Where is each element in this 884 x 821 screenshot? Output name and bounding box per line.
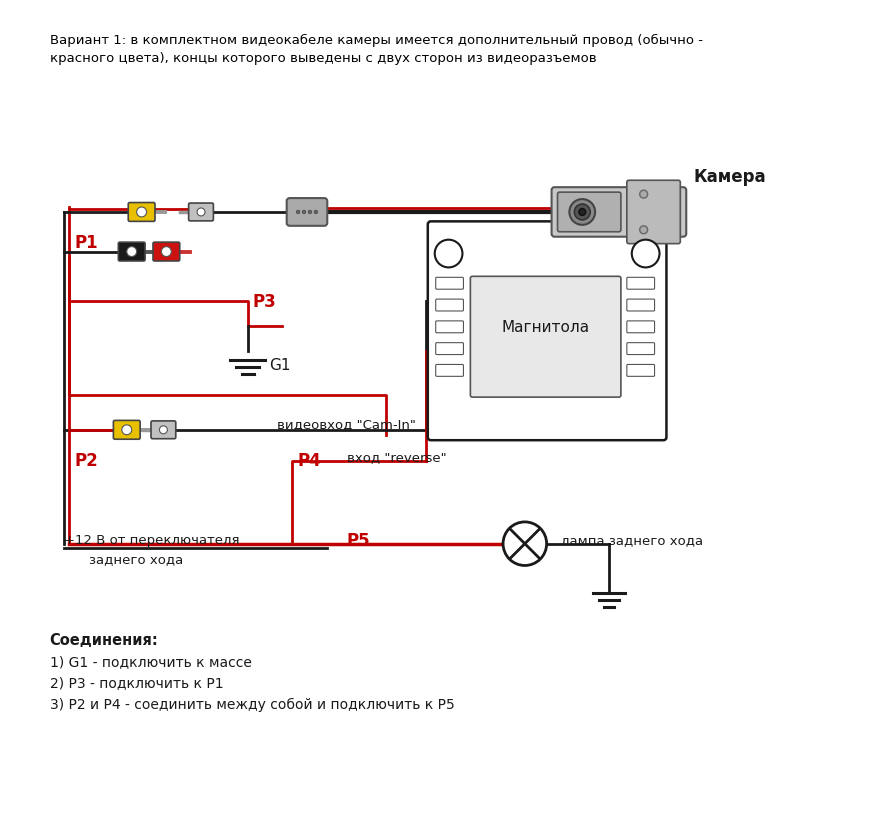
FancyBboxPatch shape — [627, 299, 654, 311]
FancyBboxPatch shape — [153, 242, 179, 261]
FancyBboxPatch shape — [151, 421, 176, 438]
Text: P3: P3 — [253, 293, 277, 311]
Circle shape — [309, 210, 312, 213]
FancyBboxPatch shape — [113, 420, 141, 439]
Circle shape — [137, 207, 147, 217]
Text: вход "reverse": вход "reverse" — [347, 452, 446, 465]
FancyBboxPatch shape — [118, 242, 145, 261]
FancyBboxPatch shape — [436, 321, 463, 333]
FancyBboxPatch shape — [627, 321, 654, 333]
Circle shape — [162, 246, 171, 256]
FancyBboxPatch shape — [286, 198, 327, 226]
Text: Соединения:: Соединения: — [50, 633, 158, 648]
FancyBboxPatch shape — [436, 342, 463, 355]
Text: Магнитола: Магнитола — [501, 320, 590, 335]
FancyBboxPatch shape — [627, 277, 654, 289]
FancyBboxPatch shape — [436, 277, 463, 289]
FancyBboxPatch shape — [128, 203, 155, 222]
Circle shape — [314, 210, 317, 213]
Circle shape — [122, 424, 132, 435]
Circle shape — [579, 209, 586, 215]
Circle shape — [302, 210, 306, 213]
Circle shape — [640, 190, 648, 198]
Circle shape — [575, 204, 591, 220]
Text: заднего хода: заднего хода — [89, 553, 183, 566]
FancyBboxPatch shape — [428, 222, 667, 440]
Circle shape — [296, 210, 300, 213]
Circle shape — [569, 199, 595, 225]
FancyBboxPatch shape — [552, 187, 686, 236]
Text: P4: P4 — [297, 452, 321, 470]
FancyBboxPatch shape — [627, 181, 681, 244]
Text: P1: P1 — [74, 234, 98, 252]
Text: Камера: Камера — [693, 168, 766, 186]
FancyBboxPatch shape — [470, 277, 621, 397]
Circle shape — [632, 240, 659, 268]
Text: P2: P2 — [74, 452, 98, 470]
Text: G1: G1 — [270, 358, 291, 373]
FancyBboxPatch shape — [627, 365, 654, 376]
Text: +12 В от переключателя: +12 В от переключателя — [65, 534, 240, 547]
Text: лампа заднего хода: лампа заднего хода — [561, 534, 704, 547]
Circle shape — [435, 240, 462, 268]
FancyBboxPatch shape — [436, 365, 463, 376]
FancyBboxPatch shape — [188, 203, 213, 221]
Circle shape — [197, 208, 205, 216]
Circle shape — [503, 522, 546, 566]
Text: видеовход "Cam-In": видеовход "Cam-In" — [278, 418, 416, 431]
Text: 2) P3 - подключить к P1: 2) P3 - подключить к P1 — [50, 677, 223, 690]
Circle shape — [640, 226, 648, 234]
FancyBboxPatch shape — [558, 192, 621, 232]
Circle shape — [126, 246, 137, 256]
Circle shape — [159, 426, 167, 433]
Text: Вариант 1: в комплектном видеокабеле камеры имеется дополнительный провод (обычн: Вариант 1: в комплектном видеокабеле кам… — [50, 34, 703, 65]
Text: P5: P5 — [347, 532, 370, 550]
Text: 3) P2 и P4 - соединить между собой и подключить к Р5: 3) P2 и P4 - соединить между собой и под… — [50, 698, 454, 713]
FancyBboxPatch shape — [436, 299, 463, 311]
Text: 1) G1 - подключить к массе: 1) G1 - подключить к массе — [50, 654, 251, 668]
FancyBboxPatch shape — [627, 342, 654, 355]
